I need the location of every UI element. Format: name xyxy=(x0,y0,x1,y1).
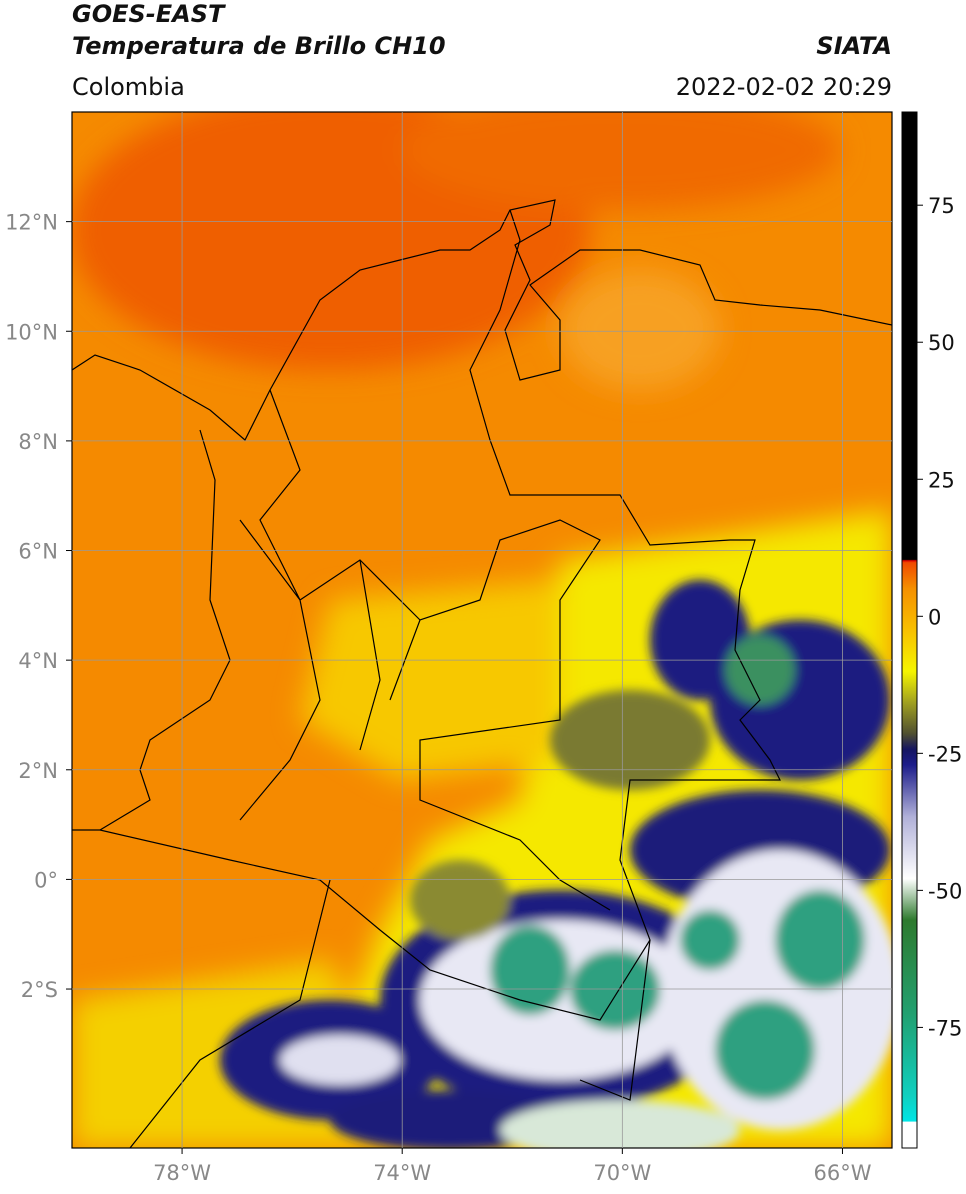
timestamp: 2022-02-02 20:29 xyxy=(676,73,892,101)
y-tick-label: 10°N xyxy=(5,320,58,344)
colorbar-tick-label: -25 xyxy=(928,742,962,766)
border xyxy=(72,209,781,1021)
subtitle: Temperatura de Brillo CH10 xyxy=(72,32,446,60)
colorbar-tick-label: 0 xyxy=(928,605,941,629)
y-tick-label: 12°N xyxy=(5,211,58,235)
colorbar-tick-label: -50 xyxy=(928,879,962,903)
source: SIATA xyxy=(816,32,892,60)
colorbar-tick-label: 25 xyxy=(928,468,955,492)
x-tick-label: 66°W xyxy=(813,1161,871,1185)
y-tick-label: 4°N xyxy=(18,649,58,673)
map-frame xyxy=(71,111,893,1149)
colorbar-tick-label: -75 xyxy=(928,1016,962,1040)
colorbar-tick-label: 75 xyxy=(928,194,955,218)
border xyxy=(239,389,611,911)
y-tick-label: 0° xyxy=(34,868,58,892)
satellite-image xyxy=(72,112,892,1148)
coastline xyxy=(72,199,892,441)
y-tick-label: 2°S xyxy=(21,978,58,1002)
border xyxy=(129,879,651,1148)
x-tick-label: 78°W xyxy=(153,1161,211,1185)
y-tick-label: 2°N xyxy=(18,759,58,783)
region: Colombia xyxy=(72,73,185,101)
x-tick-label: 70°W xyxy=(593,1161,651,1185)
title: GOES-EAST xyxy=(72,0,226,28)
coastline xyxy=(99,429,231,831)
y-tick-label: 6°N xyxy=(18,540,58,564)
colorbar-tick-label: 50 xyxy=(928,331,955,355)
x-tick-label: 74°W xyxy=(373,1161,431,1185)
colorbar xyxy=(901,111,918,1149)
y-tick-label: 8°N xyxy=(18,430,58,454)
